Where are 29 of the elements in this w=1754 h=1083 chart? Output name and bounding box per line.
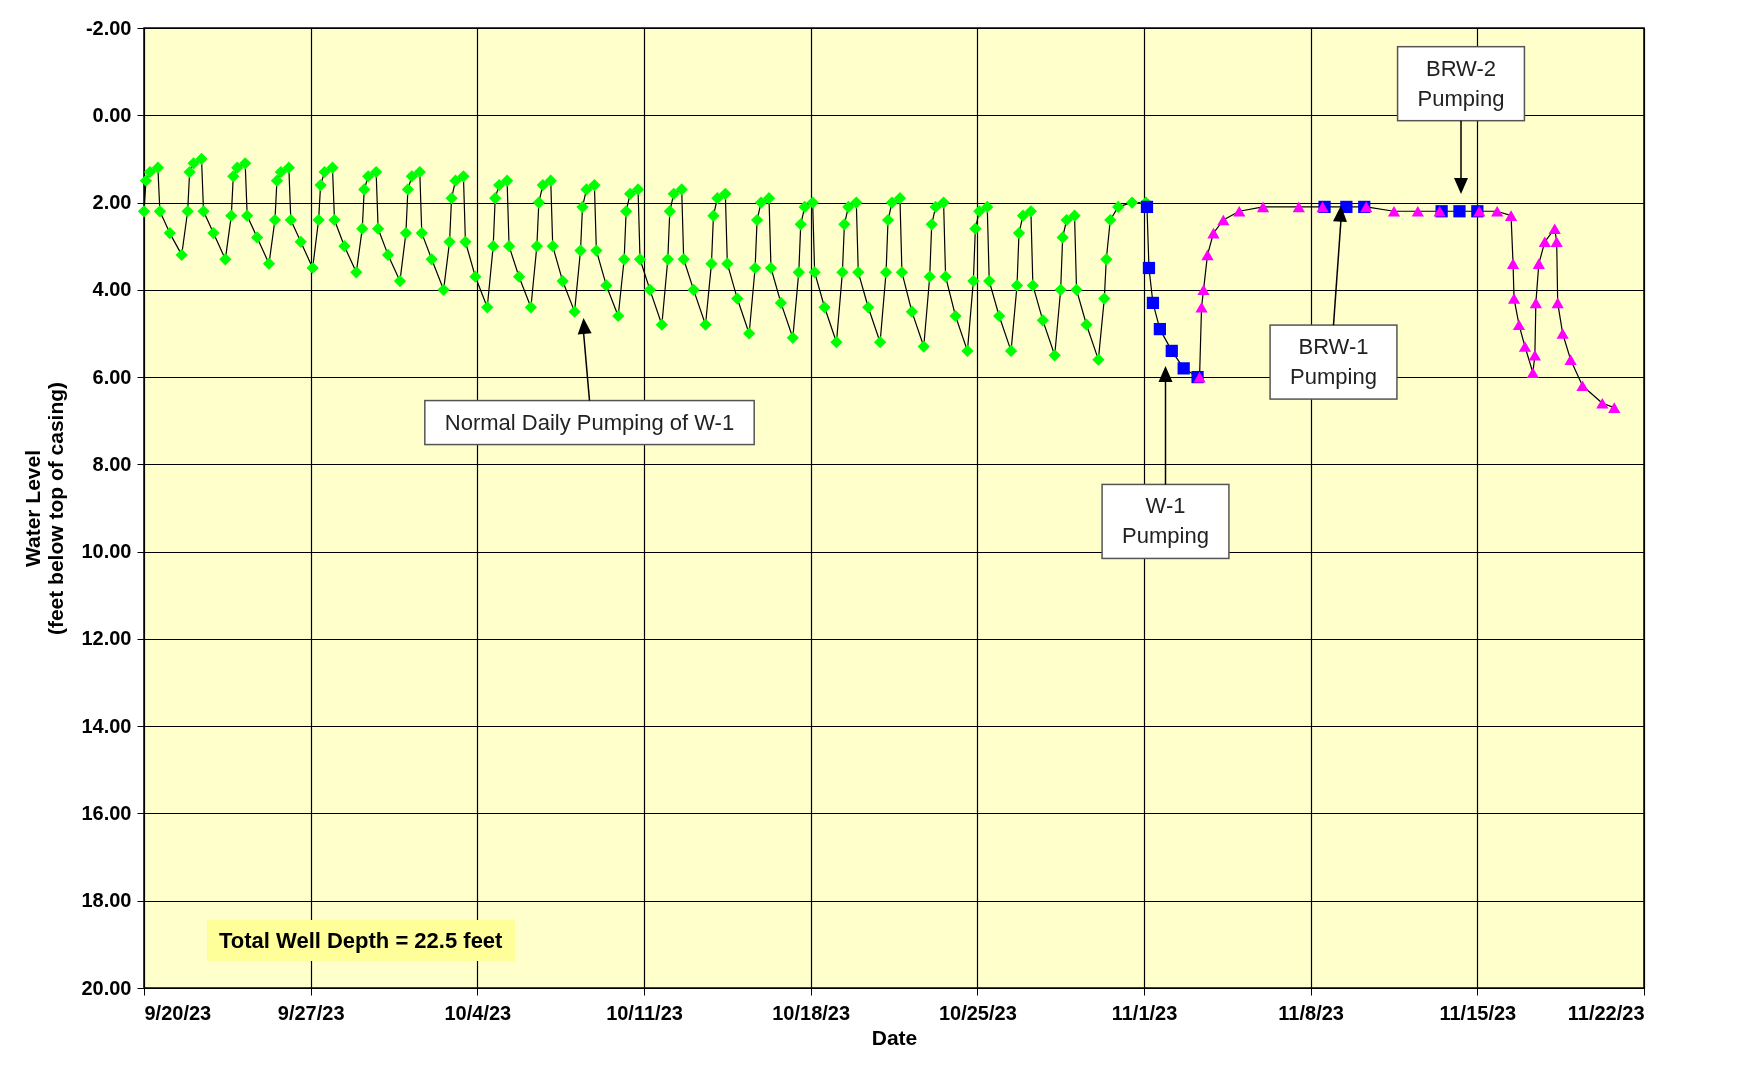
x-tick-label: 11/15/23 [1439,1001,1517,1024]
x-tick-label: 10/11/23 [606,1001,683,1024]
y-tick-label: 12.00 [81,627,132,650]
x-tick-label: 10/4/23 [444,1001,512,1024]
y-tick-label: 6.00 [92,365,132,388]
x-axis-title: Date [871,1025,918,1049]
x-tick-label: 9/27/23 [277,1001,345,1024]
y-tick-label: 2.00 [92,191,132,214]
y-tick-label: 0.00 [92,103,132,126]
annotation: BRW-2 Pumping [1417,55,1505,111]
y-tick-label: 10.00 [81,540,132,563]
y-tick-label: 18.00 [81,889,132,912]
y-tick-label: 8.00 [92,452,132,475]
x-tick-label: 11/22/23 [1567,1001,1645,1024]
y-tick-label: 4.00 [92,278,132,301]
y-tick-label: 14.00 [81,714,132,737]
annotation: W-1 Pumping [1122,493,1209,549]
y-tick-label: 16.00 [81,801,132,824]
annotation: Total Well Depth = 22.5 feet [219,928,504,953]
x-tick-label: 11/1/23 [1111,1001,1178,1024]
x-tick-label: 9/20/23 [144,1001,212,1024]
y-tick-label: -2.00 [85,16,132,39]
x-tick-label: 10/18/23 [772,1001,851,1024]
x-tick-label: 11/8/23 [1278,1001,1344,1024]
x-tick-label: 10/25/23 [938,1001,1017,1024]
y-axis-title: Water Level (feet below top of casing) [21,381,68,636]
annotation: BRW-1 Pumping [1290,334,1377,390]
annotation: Normal Daily Pumping of W-1 [444,409,735,435]
y-tick-label: 20.00 [81,976,132,999]
